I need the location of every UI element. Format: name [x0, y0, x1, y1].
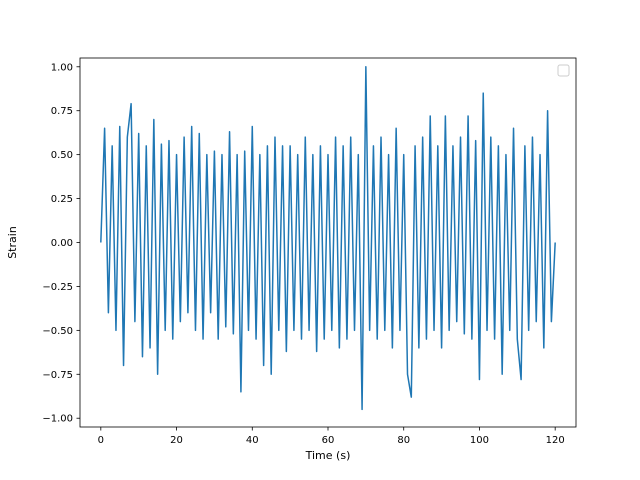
y-tick-label: −0.75 — [42, 370, 73, 381]
y-tick-label: 0.75 — [51, 106, 73, 117]
y-axis-label: Strain — [6, 226, 19, 259]
y-tick-label: 0.50 — [51, 150, 73, 161]
x-tick-label: 60 — [322, 435, 335, 446]
y-tick-label: −0.25 — [42, 282, 73, 293]
y-tick-label: −0.50 — [42, 326, 73, 337]
x-axis: 0 20 40 60 80 100 120 — [98, 427, 565, 446]
y-tick-label: 1.00 — [51, 62, 73, 73]
x-tick-label: 120 — [546, 435, 565, 446]
y-tick-label: 0.25 — [51, 194, 73, 205]
series-line-0 — [100, 66, 556, 411]
x-tick-label: 40 — [246, 435, 259, 446]
x-tick-label: 80 — [397, 435, 410, 446]
series-layer — [100, 66, 556, 411]
x-tick-label: 100 — [470, 435, 489, 446]
y-tick-label: −1.00 — [42, 414, 73, 425]
legend-box — [557, 64, 570, 77]
y-axis: −1.00 −0.75 −0.50 −0.25 0.00 0.25 0.50 0.75 1.00 — [42, 62, 80, 425]
x-axis-label: Time (s) — [305, 449, 351, 462]
x-tick-label: 0 — [98, 435, 104, 446]
y-tick-label: 0.00 — [51, 238, 73, 249]
x-tick-label: 20 — [170, 435, 183, 446]
